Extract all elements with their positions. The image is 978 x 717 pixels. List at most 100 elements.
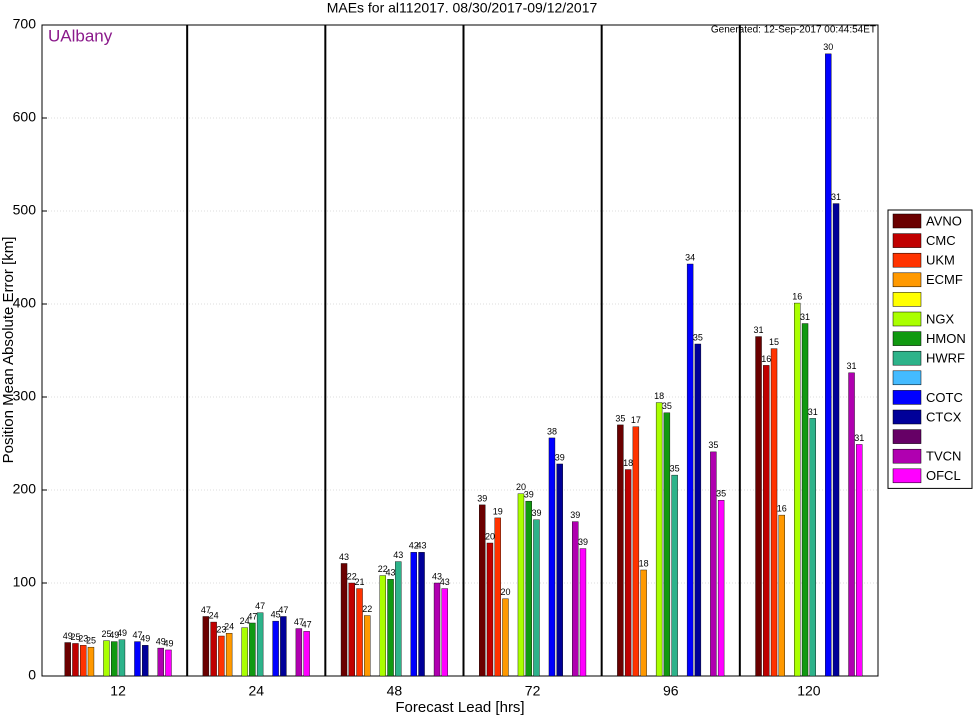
- count-label: 24: [240, 616, 250, 626]
- bar: [157, 647, 164, 677]
- bar: [632, 426, 640, 677]
- count-label: 17: [631, 415, 641, 425]
- bar: [134, 641, 141, 677]
- count-label: 31: [808, 407, 818, 417]
- bar: [832, 203, 840, 677]
- bar: [579, 548, 587, 677]
- y-tick-label: 500: [13, 202, 37, 218]
- count-label: 35: [615, 413, 625, 423]
- count-label: 43: [417, 541, 427, 551]
- count-label: 24: [209, 610, 219, 620]
- bar: [202, 616, 210, 677]
- legend-label: ECMF: [926, 272, 963, 287]
- bar: [280, 616, 287, 677]
- bar: [118, 639, 126, 677]
- x-axis-label: Forecast Lead [hrs]: [395, 699, 524, 716]
- count-label: 47: [132, 630, 142, 640]
- bar: [801, 323, 809, 677]
- count-label: 47: [255, 601, 265, 611]
- count-label: 22: [347, 571, 357, 581]
- count-label: 42: [409, 541, 419, 551]
- legend-label: HWRF: [926, 351, 965, 366]
- legend-label: UKM: [926, 253, 955, 268]
- bar: [624, 469, 632, 677]
- bar: [617, 424, 624, 677]
- legend-swatch: [892, 272, 922, 288]
- count-label: 31: [831, 192, 841, 202]
- count-label: 22: [378, 564, 388, 574]
- bar: [210, 621, 217, 677]
- count-label: 20: [485, 531, 495, 541]
- count-label: 43: [339, 552, 349, 562]
- count-label: 49: [109, 630, 119, 640]
- count-label: 49: [63, 631, 73, 641]
- count-label: 35: [662, 401, 672, 411]
- y-tick-label: 100: [13, 574, 37, 590]
- bar: [825, 53, 832, 677]
- bar: [433, 582, 441, 677]
- bar: [295, 628, 303, 677]
- bar: [778, 514, 785, 677]
- count-label: 15: [769, 337, 779, 347]
- bar: [218, 635, 225, 677]
- y-tick-label: 700: [13, 16, 37, 32]
- bar: [486, 542, 494, 677]
- count-label: 20: [516, 482, 526, 492]
- count-label: 18: [623, 458, 633, 468]
- bar: [142, 645, 149, 677]
- count-label: 16: [792, 291, 802, 301]
- bar: [763, 365, 770, 677]
- count-label: 47: [247, 611, 257, 621]
- count-label: 47: [278, 605, 288, 615]
- count-label: 34: [685, 252, 695, 262]
- count-label: 22: [362, 604, 372, 614]
- bar: [479, 504, 486, 677]
- count-label: 47: [302, 620, 312, 630]
- y-tick-label: 200: [13, 481, 37, 497]
- legend-label: NGX: [926, 311, 955, 326]
- y-tick-label: 0: [28, 667, 36, 683]
- legend-swatch: [892, 409, 922, 425]
- count-label: 25: [101, 629, 111, 639]
- count-label: 35: [708, 440, 718, 450]
- legend-label: COTC: [926, 390, 963, 405]
- legend-swatch: [892, 448, 922, 464]
- bar: [671, 474, 678, 677]
- bar: [418, 552, 425, 677]
- legend-swatch: [892, 292, 922, 307]
- bar: [379, 575, 386, 677]
- count-label: 18: [654, 391, 664, 401]
- count-label: 20: [500, 587, 510, 597]
- legend-swatch: [892, 390, 922, 405]
- count-label: 35: [670, 463, 680, 473]
- count-label: 31: [754, 325, 764, 335]
- x-tick-label: 24: [248, 683, 264, 699]
- bar: [755, 336, 762, 677]
- bar: [686, 263, 694, 677]
- legend-label: AVNO: [926, 213, 962, 228]
- count-label: 16: [761, 354, 771, 364]
- y-axis-label: Position Mean Absolute Error [km]: [0, 237, 17, 464]
- bar: [640, 569, 647, 677]
- y-tick-label: 600: [13, 109, 37, 125]
- watermark: UAlbany: [48, 26, 113, 45]
- count-label: 24: [224, 622, 234, 632]
- count-label: 43: [432, 571, 442, 581]
- bar: [256, 612, 264, 677]
- legend-swatch: [892, 468, 922, 484]
- legend-label: OFCL: [926, 468, 961, 483]
- count-label: 35: [693, 332, 703, 342]
- y-tick-label: 300: [13, 388, 37, 404]
- count-label: 30: [823, 42, 833, 52]
- bar: [809, 418, 816, 677]
- bar: [694, 343, 702, 677]
- count-label: 43: [386, 568, 396, 578]
- bar: [387, 579, 394, 677]
- bar: [364, 615, 371, 677]
- generated-note: Generated: 12-Sep-2017 00:44:54ET: [711, 25, 876, 36]
- count-label: 39: [555, 452, 565, 462]
- bar: [856, 444, 863, 677]
- bar: [572, 521, 579, 677]
- bar: [794, 302, 801, 677]
- count-label: 31: [847, 361, 857, 371]
